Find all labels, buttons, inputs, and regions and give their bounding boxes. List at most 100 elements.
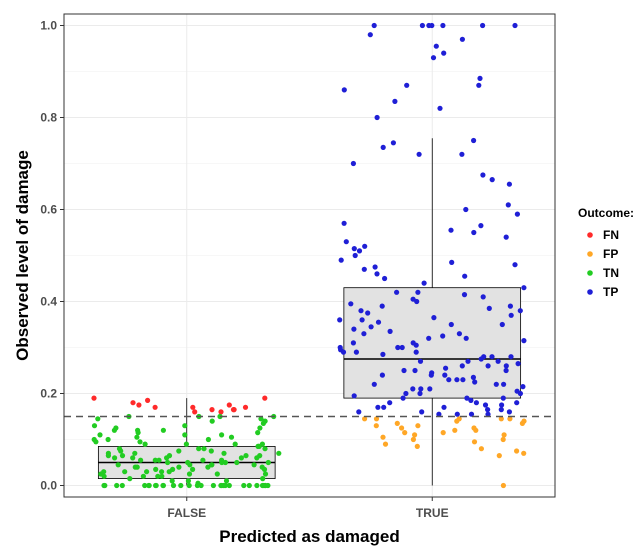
data-point-tp (338, 257, 344, 263)
legend-title: Outcome: (578, 206, 634, 220)
x-axis-title: Predicted as damaged (219, 527, 399, 546)
data-point-tp (356, 409, 362, 415)
plot-panel-border (63, 13, 556, 498)
data-point-fp (521, 418, 527, 424)
data-point-tn (243, 453, 249, 459)
data-point-tp (395, 344, 401, 351)
data-point-tn (190, 466, 196, 472)
data-point-tn (140, 473, 146, 479)
data-point-tn (178, 482, 184, 489)
data-point-tn (176, 464, 182, 470)
data-point-tp (351, 246, 357, 252)
data-point-tp (485, 363, 491, 369)
data-point-fn (136, 402, 142, 408)
data-point-fp (521, 450, 527, 456)
y-tick-label: 0.2 (40, 387, 57, 401)
data-point-tp (507, 303, 513, 309)
data-point-tn (205, 436, 211, 443)
data-point-tp (380, 144, 386, 150)
data-point-tp (460, 377, 466, 383)
data-point-tp (371, 22, 377, 29)
data-point-fn (152, 404, 158, 410)
y-tick-label: 0.8 (40, 111, 57, 125)
data-point-tp (437, 105, 443, 111)
data-point-tn (200, 457, 206, 463)
data-point-tn (122, 469, 128, 475)
data-point-tp (415, 289, 421, 295)
data-point-tp (341, 87, 347, 93)
data-point-tn (98, 471, 104, 477)
data-point-tn (105, 450, 111, 456)
data-point-tp (521, 285, 527, 291)
y-tick-label: 0.4 (40, 295, 57, 309)
data-point-tp (356, 248, 363, 254)
data-point-tn (119, 482, 125, 489)
data-point-tn (130, 455, 136, 461)
data-point-tp (401, 367, 407, 374)
legend-key-fn (587, 232, 593, 238)
data-point-tp (468, 411, 475, 417)
data-point-tp (421, 280, 427, 286)
data-point-tn (222, 459, 228, 466)
data-point-fp (452, 427, 458, 433)
data-point-tp (485, 411, 491, 417)
y-tick-label: 0.0 (40, 479, 57, 493)
data-point-tp (464, 395, 470, 401)
data-point-tn (152, 457, 158, 463)
data-point-tp (430, 55, 437, 61)
data-point-tp (441, 404, 447, 410)
data-point-tp (480, 22, 486, 29)
data-point-fp (415, 423, 421, 429)
data-point-tp (410, 386, 416, 392)
data-point-tn (201, 446, 207, 452)
legend-key-tn (587, 270, 593, 276)
data-point-tp (473, 400, 479, 406)
data-point-tp (514, 211, 521, 217)
data-point-tp (337, 317, 343, 323)
data-point-tn (219, 432, 225, 438)
data-point-fp (412, 432, 418, 438)
legend-label-tn: TN (603, 266, 619, 280)
data-point-tn (127, 476, 133, 482)
data-point-tn (183, 441, 189, 447)
data-point-tp (503, 363, 509, 369)
data-point-tp (380, 351, 386, 357)
data-point-fp (382, 441, 389, 447)
data-point-tn (144, 469, 150, 475)
data-point-tn (251, 462, 257, 468)
data-point-tp (436, 411, 442, 417)
data-point-tp (419, 22, 425, 29)
data-point-tp (461, 292, 468, 298)
data-point-tp (410, 340, 416, 346)
data-point-tp (472, 379, 478, 385)
data-point-tp (463, 335, 469, 341)
box-plots (97, 138, 522, 486)
data-point-tn (234, 459, 240, 466)
data-point-tp (506, 181, 512, 187)
data-point-tp (440, 333, 446, 339)
data-point-fp (471, 439, 478, 445)
data-point-tp (372, 264, 378, 270)
data-point-tn (166, 453, 173, 459)
data-point-fp (500, 482, 506, 489)
data-point-fp (440, 430, 446, 436)
data-point-tp (508, 312, 514, 318)
data-point-tn (132, 464, 138, 470)
x-axis-ticks: FALSE TRUE (167, 497, 449, 520)
data-point-tn (185, 478, 191, 484)
data-point-tp (351, 326, 357, 332)
data-point-tp (368, 324, 374, 330)
data-point-tp (499, 402, 505, 408)
legend-key-fp (587, 251, 593, 257)
data-point-tp (390, 140, 396, 146)
data-point-tn (214, 471, 220, 477)
data-point-tn (182, 423, 188, 429)
data-point-tn (146, 482, 152, 489)
data-point-tn (114, 482, 120, 489)
legend-label-fn: FN (603, 228, 619, 242)
data-point-tp (478, 356, 484, 362)
data-point-tp (412, 367, 418, 374)
data-point-tp (471, 137, 477, 144)
data-point-tn (255, 430, 261, 436)
